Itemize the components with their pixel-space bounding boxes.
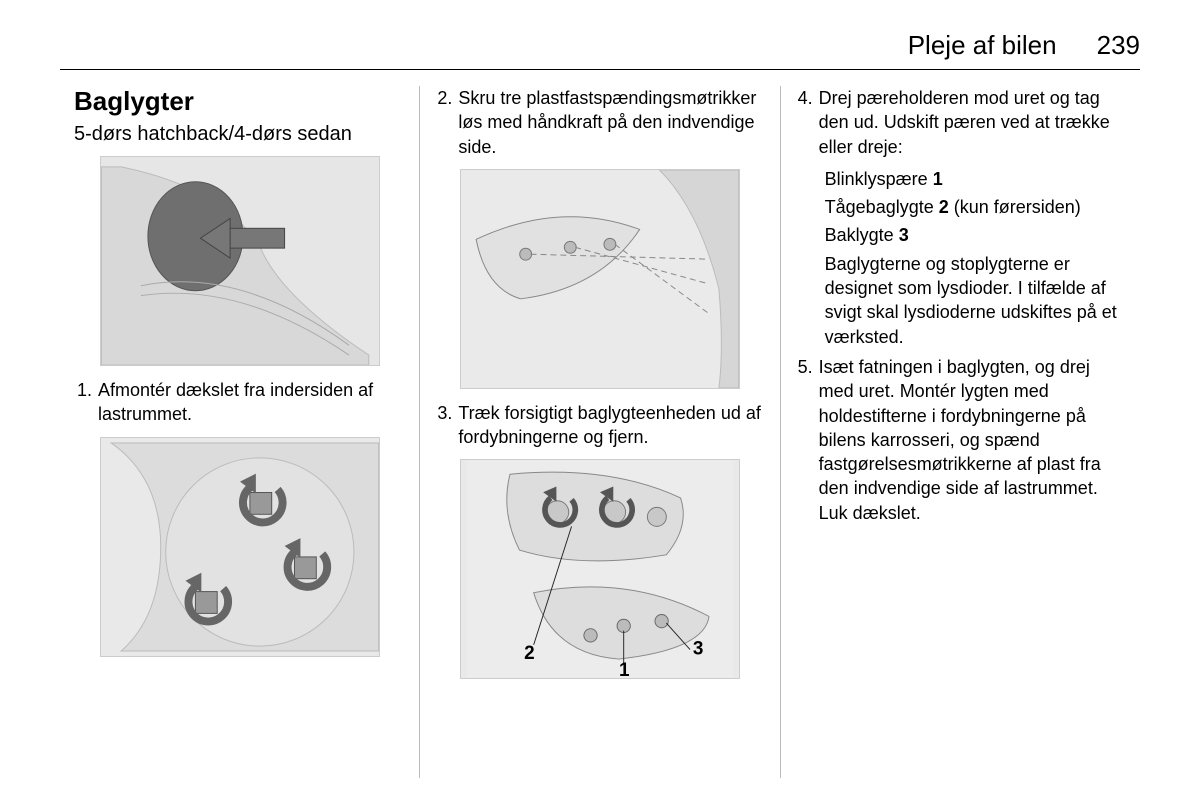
step-number: 1.	[74, 378, 98, 427]
step-text: Isæt fatningen i baglygten, og drej med …	[819, 355, 1126, 525]
step-list-2: 2. Skru tre plastfastspændingsmøtrikker …	[434, 86, 765, 159]
step-text: Drej pæreholderen mod uret og tag den ud…	[819, 86, 1126, 159]
step-text: Træk forsigtigt baglygteenheden ud af fo…	[458, 401, 765, 450]
step-text: Skru tre plastfastspændingsmøtrikker løs…	[458, 86, 765, 159]
callout-3: 3	[693, 639, 704, 660]
page-number: 239	[1097, 30, 1140, 61]
label: Baklygte	[825, 225, 899, 245]
step-2: 2. Skru tre plastfastspændingsmøtrikker …	[434, 86, 765, 159]
heading-baglygter: Baglygter	[74, 86, 405, 117]
section-title: Pleje af bilen	[908, 30, 1057, 61]
step-3: 3. Træk forsigtigt baglygteenheden ud af…	[434, 401, 765, 450]
led-note: Baglygterne og stoplygterne er designet …	[825, 252, 1126, 349]
step-list-1: 1. Afmontér dækslet fra indersiden af la…	[74, 378, 405, 427]
figure-unscrew-nuts	[100, 437, 380, 657]
column-3: 4. Drej pæreholderen mod uret og tag den…	[780, 86, 1140, 778]
bulb-line-2: Tågebaglygte 2 (kun førersiden)	[825, 195, 1126, 219]
step-number: 3.	[434, 401, 458, 450]
label-suffix: (kun førersiden)	[949, 197, 1081, 217]
callout-ref: 2	[939, 197, 949, 217]
callout-2: 2	[524, 644, 535, 665]
subheading-variant: 5-dørs hatchback/4-dørs sedan	[74, 123, 405, 146]
step-4: 4. Drej pæreholderen mod uret og tag den…	[795, 86, 1126, 159]
bulb-line-3: Baklygte 3	[825, 223, 1126, 247]
callout-1: 1	[619, 661, 630, 679]
figure-remove-cover	[100, 156, 380, 366]
column-1: Baglygter 5-dørs hatchback/4-dørs sedan	[60, 86, 419, 778]
step-1: 1. Afmontér dækslet fra indersiden af la…	[74, 378, 405, 427]
page-header: Pleje af bilen 239	[60, 30, 1140, 70]
step-list-5: 5. Isæt fatningen i baglygten, og drej m…	[795, 355, 1126, 525]
page: Pleje af bilen 239 Baglygter 5-dørs hatc…	[0, 0, 1200, 802]
step-number: 2.	[434, 86, 458, 159]
label: Blinklyspære	[825, 169, 933, 189]
step-list-3: 3. Træk forsigtigt baglygteenheden ud af…	[434, 401, 765, 450]
figure-bulb-positions: 2 1 3	[460, 459, 740, 679]
step-5: 5. Isæt fatningen i baglygten, og drej m…	[795, 355, 1126, 525]
columns: Baglygter 5-dørs hatchback/4-dørs sedan	[60, 86, 1140, 778]
figure-pull-taillight	[460, 169, 740, 389]
step-number: 5.	[795, 355, 819, 525]
step-text: Afmontér dækslet fra indersiden af lastr…	[98, 378, 405, 427]
callout-ref: 3	[899, 225, 909, 245]
callout-ref: 1	[933, 169, 943, 189]
column-2: 2. Skru tre plastfastspændingsmøtrikker …	[419, 86, 779, 778]
label: Tågebaglygte	[825, 197, 939, 217]
step-number: 4.	[795, 86, 819, 159]
step-list-4: 4. Drej pæreholderen mod uret og tag den…	[795, 86, 1126, 159]
bulb-line-1: Blinklyspære 1	[825, 167, 1126, 191]
